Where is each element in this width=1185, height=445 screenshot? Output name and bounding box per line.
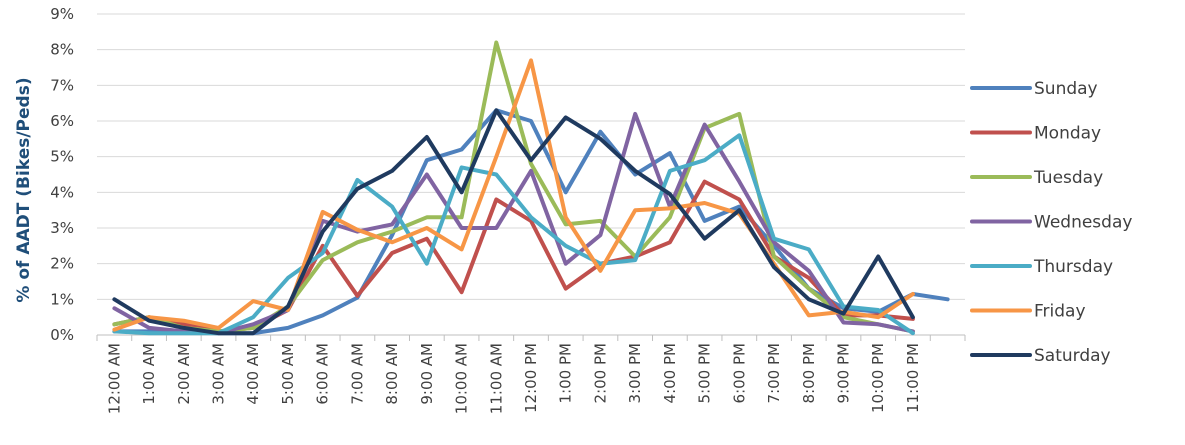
- x-tick-label: 9:00 PM: [834, 343, 852, 403]
- x-tick-label: 3:00 AM: [210, 343, 228, 405]
- legend-label-friday: Friday: [1034, 302, 1086, 322]
- x-tick-label: 9:00 AM: [418, 343, 436, 405]
- y-tick-label: 8%: [50, 41, 74, 59]
- x-tick-label: 2:00 AM: [175, 343, 193, 405]
- x-tick-label: 6:00 AM: [314, 343, 332, 405]
- series-line-wednesday: [112, 111, 915, 336]
- legend-label-monday: Monday: [1034, 124, 1101, 144]
- x-tick-label: 11:00 AM: [487, 343, 505, 414]
- y-tick-label: 0%: [50, 326, 74, 344]
- x-tick-label: 1:00 AM: [140, 343, 158, 405]
- x-tick-label: 12:00 PM: [522, 343, 540, 413]
- x-tick-label: 7:00 PM: [765, 343, 783, 403]
- legend-label-wednesday: Wednesday: [1034, 213, 1132, 233]
- legend-label-saturday: Saturday: [1034, 346, 1111, 366]
- x-tick-label: 8:00 AM: [383, 343, 401, 405]
- legend-label-tuesday: Tuesday: [1033, 168, 1103, 188]
- y-tick-label: 4%: [50, 183, 74, 201]
- x-tick-label: 11:00 PM: [904, 343, 922, 413]
- y-axis-ticks: 0% 1% 2% 3% 4% 5% 6% 7% 8% 9%: [50, 5, 74, 344]
- y-tick-label: 2%: [50, 255, 74, 273]
- x-tick-label: 12:00 AM: [105, 343, 123, 414]
- series-line-saturday: [112, 108, 915, 336]
- y-tick-label: 9%: [50, 5, 74, 23]
- x-tick-label: 1:00 PM: [557, 343, 575, 403]
- x-tick-label: 5:00 AM: [279, 343, 297, 405]
- x-axis: [96, 334, 966, 341]
- y-axis-label: % of AADT (Bikes/Peds): [14, 77, 34, 302]
- x-tick-label: 10:00 AM: [453, 343, 471, 414]
- y-tick-label: 6%: [50, 112, 74, 130]
- series-line-thursday: [112, 133, 915, 336]
- x-tick-label: 5:00 PM: [696, 343, 714, 403]
- series-lines: [112, 40, 950, 336]
- y-tick-label: 7%: [50, 76, 74, 94]
- x-tick-label: 8:00 PM: [800, 343, 818, 403]
- x-tick-label: 4:00 PM: [661, 343, 679, 403]
- series-line-tuesday: [112, 40, 915, 334]
- legend: Sunday Monday Tuesday Wednesday Thursday Frid…: [970, 79, 1132, 366]
- y-tick-label: 5%: [50, 148, 74, 166]
- x-tick-label: 10:00 PM: [869, 343, 887, 413]
- legend-label-thursday: Thursday: [1033, 257, 1113, 277]
- x-tick-label: 2:00 PM: [591, 343, 609, 403]
- y-tick-label: 1%: [50, 290, 74, 308]
- legend-label-sunday: Sunday: [1034, 79, 1098, 99]
- x-tick-label: 7:00 AM: [348, 343, 366, 405]
- x-axis-ticks: 12:00 AM 1:00 AM 2:00 AM 3:00 AM 4:00 AM 5:00…: [105, 343, 922, 414]
- x-tick-label: 6:00 PM: [730, 343, 748, 403]
- x-tick-label: 3:00 PM: [626, 343, 644, 403]
- y-tick-label: 3%: [50, 219, 74, 237]
- x-tick-label: 4:00 AM: [244, 343, 262, 405]
